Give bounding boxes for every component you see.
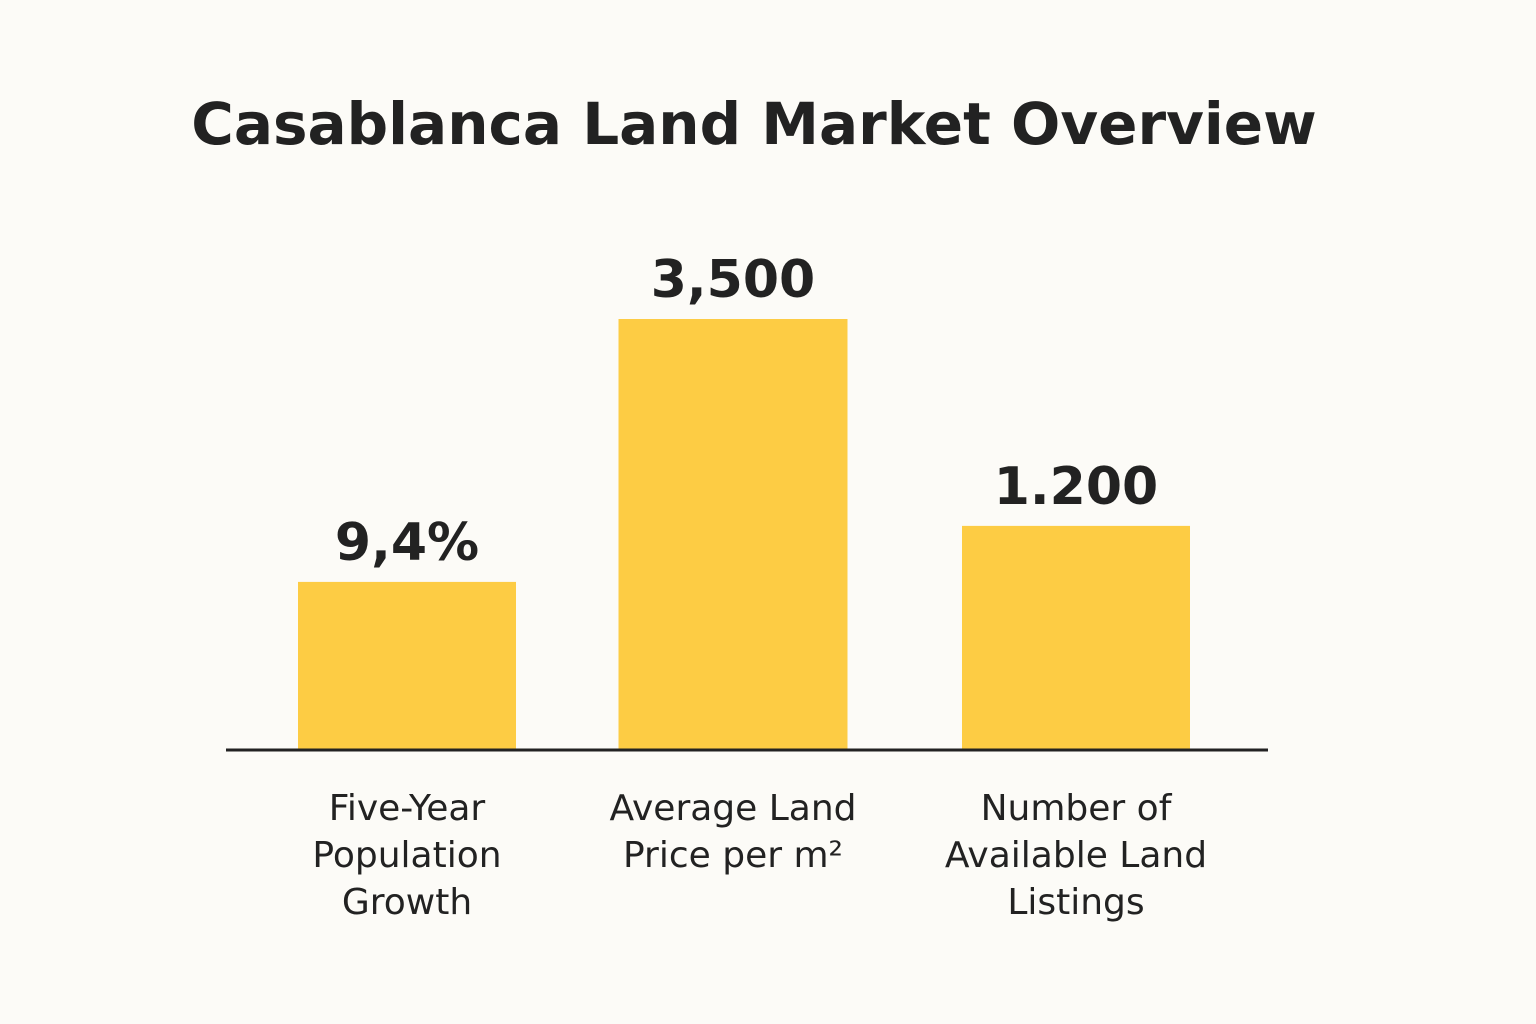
category-label-3-line-2: Available Land xyxy=(945,835,1207,876)
bar-3 xyxy=(962,525,1190,750)
bar-2 xyxy=(618,319,848,750)
category-label-1-line-1: Five-Year xyxy=(329,788,486,829)
category-label-3-line-1: Number of xyxy=(981,788,1173,829)
category-label-2-line-2: Price per m² xyxy=(623,835,843,876)
category-label-3-line-3: Listings xyxy=(1007,882,1144,923)
value-label-1: 9,4% xyxy=(335,513,479,573)
bars-group xyxy=(298,319,1190,750)
value-label-2: 3,500 xyxy=(651,250,815,310)
labels-group: 9,4% Five-Year Population Growth 3,500 Averag… xyxy=(312,250,1207,923)
category-label-1-line-2: Population xyxy=(312,835,501,876)
value-label-3: 1.200 xyxy=(994,457,1158,517)
category-label-2-line-1: Average Land xyxy=(609,788,856,829)
chart-title: Casablanca Land Market Overview xyxy=(191,90,1316,158)
bar-1 xyxy=(298,581,516,750)
category-label-1-line-3: Growth xyxy=(342,882,472,923)
